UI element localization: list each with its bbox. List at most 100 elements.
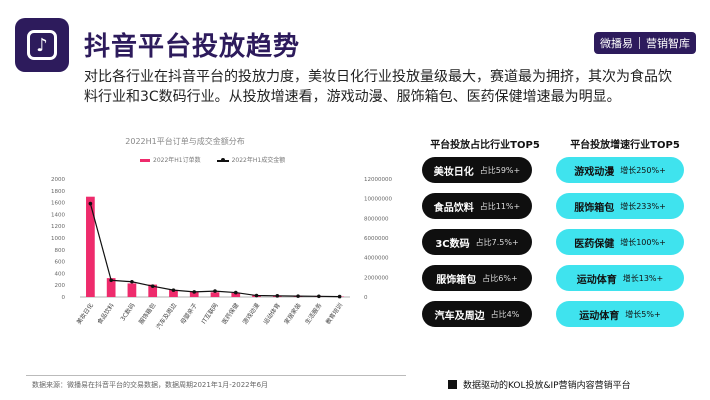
share-item-value: 占比11%+ [479,201,521,211]
square-icon [448,380,457,389]
legend-label-orders: 2022年H1订单数 [153,157,201,164]
app-logo: ♪ [15,18,69,72]
x-tick-label: 美妆日化 [75,302,95,326]
share-item-value: 占比7.5%+ [475,237,519,247]
growth-item-name: 运动体育 [579,310,620,322]
x-tick-label: 服饰箱包 [137,302,157,326]
growth-item-value: 增长233%+ [620,201,666,211]
brand-subtitle: 营销智库 [646,37,690,50]
share-panel-title: 平台投放占比行业TOP5 [430,140,540,151]
share-item-name: 汽车及周边 [434,310,485,322]
growth-item-value: 增长13%+ [622,273,664,283]
bar-mark [169,289,178,297]
x-tick-label: 家居家装 [282,302,302,326]
growth-item-value: 增长5%+ [625,309,661,319]
y-left-tick-label: 0 [62,295,66,301]
y-right-tick-label: 4000000 [364,256,389,262]
legend-line-swatch [216,158,229,162]
bar-mark [86,196,95,297]
line-series-path [89,203,340,298]
x-tick-label: 母婴亲子 [179,302,199,326]
bar-mark [189,291,199,297]
x-tick-label: 教育培训 [324,302,344,326]
line-point-mark [233,290,238,295]
growth-item: 服饰箱包 增长233%+ [556,193,684,219]
legend-label-amount: 2022年H1成交金额 [231,157,286,164]
bar-mark [210,292,220,297]
bar-mark [231,292,241,297]
share-item: 食品饮料 占比11%+ [422,193,532,219]
chart-title: 2022H1平台订单与成交金额分布 [125,137,245,146]
y-left-tick-label: 1200 [51,224,65,230]
bar-mark [148,284,158,297]
x-tick-label: IT互联网 [200,302,220,326]
growth-item-name: 游戏动漫 [574,166,615,178]
brand-name: 微播易 [600,37,633,50]
x-tick-label: 生活服务 [303,302,323,326]
data-source-note: 数据来源：微播易在抖音平台的交易数据，数据周期2021年1月-2022年6月 [32,381,269,389]
y-right-tick-label: 0 [364,295,368,301]
y-left-tick-label: 1400 [51,212,65,218]
y-left-tick-label: 400 [55,271,66,277]
x-tick-label: 游戏动漫 [241,302,261,326]
legend-bar-swatch [140,159,150,162]
x-tick-label: 食品饮料 [95,302,115,326]
y-left-tick-label: 600 [55,260,66,266]
share-item: 汽车及周边 占比4% [422,301,532,327]
growth-item-value: 增长250%+ [620,165,666,175]
bar-mark [106,278,116,297]
y-left-tick-label: 1600 [51,201,65,207]
y-left-tick-label: 1000 [51,236,65,242]
footer-divider [26,375,406,376]
y-right-tick-label: 10000000 [364,197,392,203]
line-point-mark [296,294,300,298]
line-point-mark [150,284,155,288]
description-text: 对比各行业在抖音平台的投放力度，美妆日化行业投放量级最大，赛道最为拥挤，其次为食… [84,69,672,105]
growth-item: 医药保健 增长100%+ [556,229,684,255]
share-item-name: 3C数码 [435,238,470,250]
chart-svg: 0 200 400 600 800 1000 1200 1400 1600 1800 2000 0 20… [51,177,392,331]
x-tick-label: 汽车及周边 [154,302,178,331]
slogan-text: 数据驱动的KOL投放&IP营销内容营销平台 [463,381,631,391]
growth-item-name: 医药保健 [574,238,615,250]
x-tick-label: 运动体育 [262,302,282,326]
line-point-mark [109,278,113,283]
growth-item-value: 增长100%+ [620,237,666,247]
x-tick-label: 3C数码 [119,302,137,323]
share-item: 美妆日化 占比59%+ [422,157,532,183]
line-point-mark [192,290,197,294]
page-title: 抖音平台投放趋势 [84,32,301,62]
legend-item-orders: 2022年H1订单数 [140,155,201,164]
line-point-mark [275,294,280,298]
share-item-name: 食品饮料 [433,202,474,214]
footer-slogan: 数据驱动的KOL投放&IP营销内容营销平台 [448,378,631,391]
y-right-tick-label: 6000000 [364,236,389,242]
share-item-name: 服饰箱包 [436,274,477,286]
y-right-tick-label: 12000000 [364,177,392,183]
growth-item-name: 运动体育 [576,274,617,286]
douyin-icon: ♪ [27,30,57,60]
line-point-mark [317,294,321,299]
line-point-mark [337,294,342,299]
x-tick-label: 医药保健 [220,302,240,326]
line-point-mark [254,293,259,298]
share-item-value: 占比59%+ [479,165,521,175]
growth-panel-title: 平台投放增速行业TOP5 [570,140,680,151]
growth-item: 运动体育 增长13%+ [556,265,684,291]
growth-item: 运动体育 增长5%+ [556,301,684,327]
y-left-tick-label: 800 [55,248,66,254]
y-right-tick-label: 2000000 [364,275,389,281]
legend-item-amount: 2022年H1成交金额 [216,155,286,164]
y-left-tick-label: 200 [55,283,66,289]
line-point-mark [171,288,176,292]
bar-mark [127,283,137,297]
line-point-mark [130,279,134,284]
share-item-value: 占比6%+ [482,273,518,283]
share-item-value: 占比4% [490,309,520,319]
growth-item: 游戏动漫 增长250%+ [556,157,684,183]
share-item-name: 美妆日化 [433,166,474,178]
line-point-mark [88,201,93,206]
y-left-tick-label: 1800 [51,189,65,195]
industry-chart: 0 200 400 600 800 1000 1200 1400 1600 1800 2000 0 20… [20,126,400,361]
chart-legend: 2022年H1订单数 2022年H1成交金额 [140,155,285,164]
